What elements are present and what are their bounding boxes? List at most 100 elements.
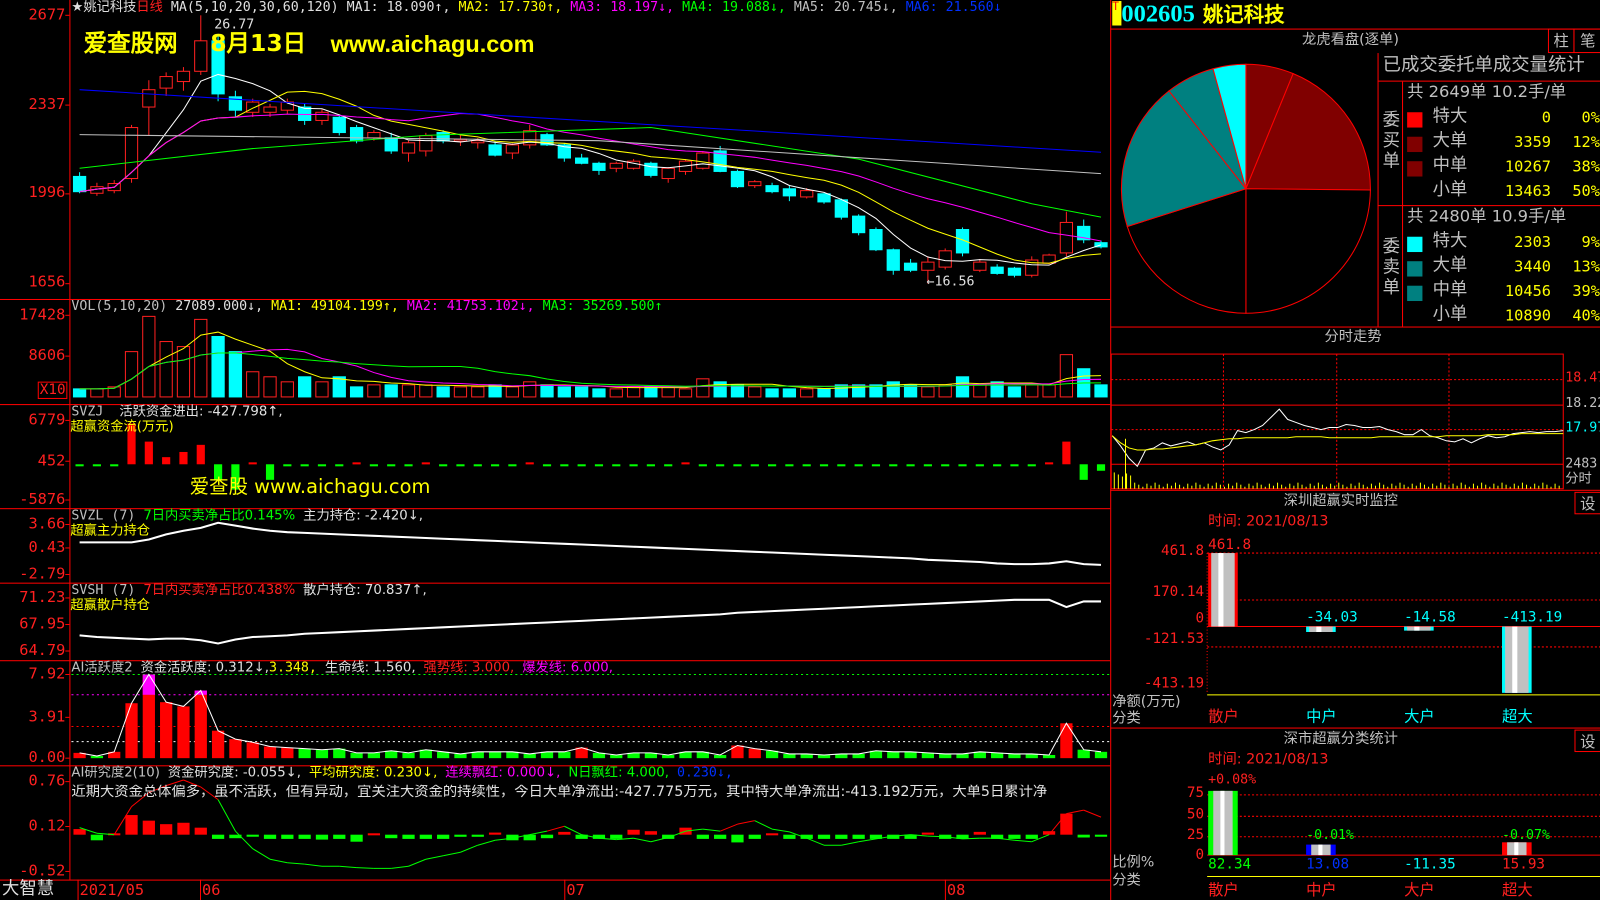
research-bar — [1077, 834, 1090, 838]
research-bar — [558, 831, 571, 835]
candle-down — [869, 229, 883, 251]
svsh-ratio: 7日内买卖净占比0.438% — [143, 582, 296, 598]
price-tick: 1656 — [28, 272, 66, 291]
research-bar — [73, 829, 86, 835]
sz-class-xlabel: 分类 — [1112, 872, 1141, 889]
panel-divider — [1110, 0, 1112, 900]
activity-bar — [714, 754, 727, 759]
research-line-segment — [997, 837, 1015, 841]
activity-bar — [765, 750, 779, 759]
pane-divider — [0, 765, 1111, 767]
date-label: 2021/05 — [79, 880, 145, 899]
ai-active-tick: 0.00 — [28, 747, 66, 767]
fund-flow-bar — [456, 464, 465, 467]
candle-up — [1059, 221, 1074, 254]
fund-flow-bar — [1027, 464, 1036, 467]
research-line-segment — [339, 865, 357, 869]
tick-view-button[interactable]: 笔 — [1573, 28, 1600, 54]
activity-bar — [506, 751, 519, 759]
volume-bar — [280, 381, 294, 398]
research-line-segment — [235, 830, 254, 850]
fund-flow-bar — [577, 464, 586, 467]
period-label[interactable]: 日线 — [136, 0, 163, 16]
bar-view-button[interactable]: 柱 — [1547, 28, 1575, 54]
price-tick: 1996 — [28, 182, 66, 202]
sz-monitor-bar-value: 461.8 — [1208, 536, 1252, 554]
ai-research-tick: 0.76 — [28, 771, 66, 790]
fund-flow-bar — [1010, 464, 1019, 467]
research-bar — [419, 834, 432, 839]
research-line-segment — [910, 834, 928, 837]
fund-flow-bar — [283, 464, 292, 467]
candle-down — [644, 162, 658, 176]
fund-flow-bar — [854, 464, 863, 467]
research-line-segment — [719, 823, 738, 832]
activity-bar — [627, 752, 640, 759]
stock-name: 姚记科技 — [1202, 2, 1285, 27]
fund-flow-bar — [369, 464, 378, 467]
sz-class-settings-button[interactable]: 设 — [1574, 729, 1600, 753]
sz-monitor-settings-button[interactable]: 设 — [1574, 491, 1600, 515]
intraday-vol-label: 分时 — [1565, 471, 1592, 487]
candle-up — [938, 250, 952, 268]
fund-flow-bar — [750, 464, 759, 467]
fund-flow-bar — [179, 451, 188, 465]
candle-up — [401, 142, 416, 154]
fund-flow-bar — [993, 464, 1002, 467]
svzl-hold: 主力持仓: -2.420↓, — [303, 508, 424, 524]
research-line-segment — [581, 834, 600, 839]
volume-bar — [782, 388, 797, 398]
pane-divider — [0, 298, 1111, 300]
activity-bar — [437, 751, 450, 759]
ai-active-v1: 资金活跃度: 0.312↓, — [140, 660, 269, 676]
svsh-tick: 71.23 — [19, 587, 66, 607]
volume-bar — [1042, 384, 1056, 398]
research-line-segment — [443, 851, 461, 857]
intraday-tick: 17.97 — [1565, 420, 1600, 436]
volume-bar — [921, 386, 935, 398]
research-bar — [194, 827, 207, 835]
research-line-segment — [512, 834, 530, 839]
fund-flow-bar — [1079, 464, 1088, 480]
pane-divider — [0, 879, 1111, 881]
svzj-value: 活跃资金进出: -427.798↑, — [119, 404, 283, 420]
order-percent: 40% — [1572, 306, 1600, 325]
research-bar — [956, 834, 969, 839]
research-line-segment — [495, 837, 513, 841]
activity-bar — [333, 748, 346, 759]
volume-bar — [678, 388, 693, 398]
research-line-segment — [962, 837, 980, 840]
vol-unit-button[interactable]: X10 — [37, 381, 68, 400]
candle-up — [419, 135, 433, 152]
pie-slice — [1126, 188, 1247, 314]
stock-code: 002605 — [1121, 1, 1195, 28]
volume-bar — [540, 384, 554, 398]
order-size-label: 小单 — [1432, 179, 1468, 200]
activity-bar — [1060, 723, 1073, 759]
research-line-segment — [737, 820, 755, 825]
sz-class-category: 散户 — [1208, 880, 1239, 899]
date-label: 08 — [946, 880, 966, 899]
activity-bar — [315, 749, 329, 759]
activity-bar — [1008, 753, 1021, 759]
candle-down — [1077, 225, 1091, 241]
volume-bar — [436, 386, 450, 398]
activity-bar — [817, 754, 831, 759]
research-bar — [921, 832, 935, 835]
activity-bar — [90, 756, 104, 759]
candle-down — [332, 116, 346, 134]
ma5-value: MA5: 20.745↓, — [793, 0, 898, 16]
activity-bar — [488, 751, 502, 759]
volume-bar — [246, 371, 260, 398]
vol-tick: 8606 — [28, 345, 66, 365]
candle-down — [298, 106, 312, 121]
sz-class-category: 中户 — [1306, 880, 1337, 899]
research-line-segment — [96, 832, 115, 836]
fund-flow-bar — [317, 464, 327, 467]
svsh-label: SVSH (7) — [71, 582, 136, 598]
order-percent: 50% — [1572, 181, 1600, 200]
research-bar — [125, 815, 138, 835]
volume-bar — [869, 384, 883, 398]
